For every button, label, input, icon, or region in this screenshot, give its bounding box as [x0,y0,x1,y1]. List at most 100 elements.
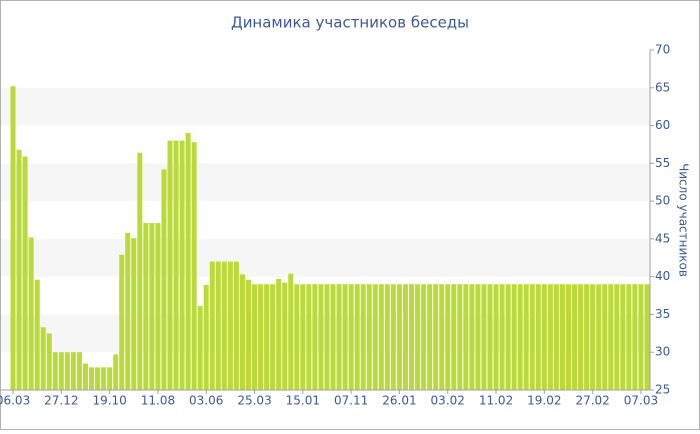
bar [529,284,535,390]
x-tick-label: 11.02 [479,394,513,408]
bar [457,284,463,390]
bar [415,284,421,390]
bar [197,306,203,390]
bar [390,284,396,390]
x-tick-label: 03.06 [189,394,223,408]
bar [620,284,626,390]
bar [203,284,209,390]
bar [463,284,469,390]
bar [505,284,511,390]
bar [155,223,161,390]
bar [481,284,487,390]
bar [300,284,306,390]
x-tick-label: 03.02 [431,394,465,408]
bar [602,284,608,390]
y-axis-label: Число участников [677,163,691,277]
y-tick-label: 70 [655,43,670,57]
bar [101,367,107,390]
x-tick-label: 06.03 [0,394,30,408]
bar [360,284,366,390]
bar [366,284,372,390]
bar [445,284,451,390]
bar [294,284,300,390]
x-tick-label: 07.03 [624,394,658,408]
y-tick-label: 45 [655,231,670,245]
bar [487,284,493,390]
bar [209,261,215,390]
bar [227,261,233,390]
bar [125,232,131,390]
bar [107,367,113,390]
bar [511,284,517,390]
y-tick-label: 60 [655,118,670,132]
bar [173,140,179,390]
bar [644,284,650,390]
bar [354,284,360,390]
bar [58,352,64,390]
bar [119,254,125,390]
bar [499,284,505,390]
x-tick-label: 27.12 [44,394,78,408]
bar [10,86,16,391]
bar [475,284,481,390]
bar [95,367,101,390]
bar [113,354,119,390]
bar [245,279,251,390]
bar [578,284,584,390]
bar [52,352,58,390]
bar [264,284,270,390]
bar [149,223,155,390]
x-tick-label: 26.01 [382,394,416,408]
y-tick-label: 55 [655,156,670,170]
bar [191,142,197,390]
grid-band [1,238,650,277]
y-tick-label: 30 [655,345,670,359]
y-tick-label: 65 [655,80,670,94]
bar [541,284,547,390]
y-tick-label: 25 [655,383,670,397]
bar [469,284,475,390]
bar [433,284,439,390]
grid-band [1,87,650,126]
bar [626,284,632,390]
bar [396,284,402,390]
bar [596,284,602,390]
bar [451,284,457,390]
bar [565,284,571,390]
bar [535,284,541,390]
bar [82,363,88,390]
bar [402,284,408,390]
bar [409,284,415,390]
bar [523,284,529,390]
bar [270,284,276,390]
bar [143,223,149,390]
bar [384,284,390,390]
bar [239,274,245,390]
x-tick-label: 11.08 [141,394,175,408]
bar [608,284,614,390]
x-tick-label: 27.02 [575,394,609,408]
bar [614,284,620,390]
bar [427,284,433,390]
bar [517,284,523,390]
bar [638,284,644,390]
bar [547,284,553,390]
bar [553,284,559,390]
bar [16,149,22,390]
bar [131,238,137,390]
x-tick-label: 07.11 [334,394,368,408]
x-tick-label: 19.10 [92,394,126,408]
bar [258,284,264,390]
bar [282,282,288,390]
bar [22,156,28,390]
bar [233,261,239,390]
bar [161,169,167,390]
bar [76,352,82,390]
bar [330,284,336,390]
bar [439,284,445,390]
y-tick-label: 40 [655,269,670,283]
bar [179,140,185,390]
bar [70,352,76,390]
bar [324,284,330,390]
